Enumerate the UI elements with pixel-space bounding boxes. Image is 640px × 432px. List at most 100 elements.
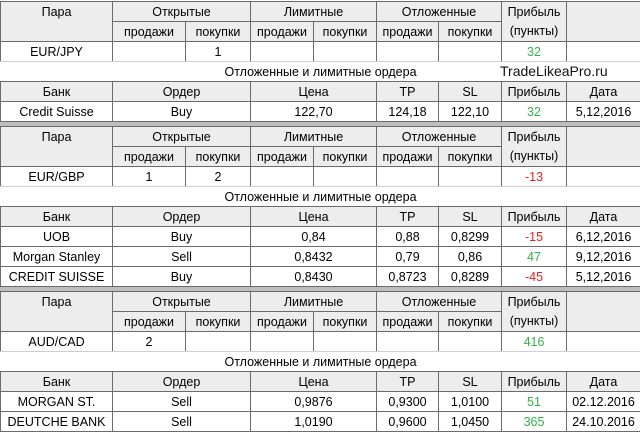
column-header: SL: [438, 81, 502, 102]
column-header: TP: [376, 206, 439, 227]
subheader-cell: покупки: [185, 146, 251, 167]
order-cell: 0,8289: [438, 266, 502, 287]
column-header: Прибыль: [501, 81, 567, 102]
order-cell: Sell: [112, 246, 251, 267]
section-title: Отложенные и лимитные ордера: [0, 351, 640, 372]
column-header: Банк: [0, 81, 113, 102]
value-cell: [376, 331, 439, 352]
subheader-cell: покупки: [438, 21, 502, 42]
pair-cell: EUR/GBP: [0, 166, 113, 187]
subheader-cell: (пункты): [501, 311, 567, 332]
header-cell: Прибыль: [501, 1, 567, 22]
order-cell: 0,9300: [376, 391, 439, 412]
pair-cell: AUD/CAD: [0, 331, 113, 352]
order-cell: 0,8299: [438, 226, 502, 247]
header-cell: Открытые: [112, 291, 251, 312]
order-cell: 0,86: [438, 246, 502, 267]
value-cell: [250, 41, 314, 62]
column-header: Цена: [250, 371, 377, 392]
order-cell: Sell: [112, 411, 251, 432]
order-cell: Morgan Stanley: [0, 246, 113, 267]
order-cell: 47: [501, 246, 567, 267]
order-cell: Credit Suisse: [0, 101, 113, 122]
empty-cell: [566, 331, 640, 352]
block-separator: [0, 122, 640, 126]
order-cell: CREDIT SUISSE: [0, 266, 113, 287]
order-cell: 32: [501, 101, 567, 122]
value-cell: [250, 331, 314, 352]
column-header: TP: [376, 81, 439, 102]
order-cell: Sell: [112, 391, 251, 412]
order-cell: 02.12.2016: [566, 391, 640, 412]
value-cell: [250, 166, 314, 187]
header-cell: Пара: [0, 291, 113, 332]
subheader-cell: продажи: [112, 21, 186, 42]
column-header: Цена: [250, 81, 377, 102]
subheader-cell: (пункты): [501, 146, 567, 167]
header-cell: Прибыль: [501, 126, 567, 147]
value-cell: 2: [185, 166, 251, 187]
order-cell: -45: [501, 266, 567, 287]
subheader-cell: покупки: [313, 311, 377, 332]
header-cell: Отложенные: [376, 126, 502, 147]
subheader-cell: покупки: [438, 146, 502, 167]
order-cell: Buy: [112, 266, 251, 287]
order-cell: 9,12,2016: [566, 246, 640, 267]
value-cell: -13: [501, 166, 567, 187]
subheader-cell: покупки: [185, 311, 251, 332]
order-cell: MORGAN ST.: [0, 391, 113, 412]
column-header: SL: [438, 206, 502, 227]
value-cell: [376, 166, 439, 187]
order-cell: 0,84: [250, 226, 377, 247]
column-header: Прибыль: [501, 371, 567, 392]
column-header: Ордер: [112, 371, 251, 392]
subheader-cell: продажи: [250, 146, 314, 167]
order-cell: 365: [501, 411, 567, 432]
value-cell: [313, 331, 377, 352]
section-title: Отложенные и лимитные ордера: [0, 186, 640, 207]
order-cell: 0,8723: [376, 266, 439, 287]
order-cell: 5,12,2016: [566, 101, 640, 122]
value-cell: 416: [501, 331, 567, 352]
column-header: Банк: [0, 206, 113, 227]
header-cell: Пара: [0, 126, 113, 167]
watermark: TradeLikeaPro.ru: [500, 63, 608, 79]
subheader-cell: продажи: [376, 21, 439, 42]
order-cell: -15: [501, 226, 567, 247]
order-cell: 0,8432: [250, 246, 377, 267]
value-cell: [112, 41, 186, 62]
order-cell: UOB: [0, 226, 113, 247]
subheader-cell: покупки: [313, 21, 377, 42]
order-cell: DEUTCHE BANK: [0, 411, 113, 432]
column-header: Ордер: [112, 206, 251, 227]
subheader-cell: продажи: [112, 146, 186, 167]
value-cell: [438, 166, 502, 187]
order-cell: 0,88: [376, 226, 439, 247]
value-cell: [438, 41, 502, 62]
header-cell: Лимитные: [250, 1, 377, 22]
subheader-cell: продажи: [112, 311, 186, 332]
column-header: Прибыль: [501, 206, 567, 227]
value-cell: [313, 166, 377, 187]
value-cell: 1: [112, 166, 186, 187]
value-cell: [185, 331, 251, 352]
value-cell: [313, 41, 377, 62]
empty-cell: [566, 126, 640, 167]
column-header: Ордер: [112, 81, 251, 102]
value-cell: 32: [501, 41, 567, 62]
empty-cell: [566, 1, 640, 42]
order-cell: 0,9876: [250, 391, 377, 412]
column-header: Дата: [566, 371, 640, 392]
order-cell: 124,18: [376, 101, 439, 122]
column-header: Дата: [566, 206, 640, 227]
order-cell: Buy: [112, 226, 251, 247]
column-header: Банк: [0, 371, 113, 392]
value-cell: [376, 41, 439, 62]
order-cell: 0,79: [376, 246, 439, 267]
order-cell: 1,0190: [250, 411, 377, 432]
header-cell: Отложенные: [376, 291, 502, 312]
order-cell: 122,70: [250, 101, 377, 122]
header-cell: Лимитные: [250, 126, 377, 147]
column-header: SL: [438, 371, 502, 392]
